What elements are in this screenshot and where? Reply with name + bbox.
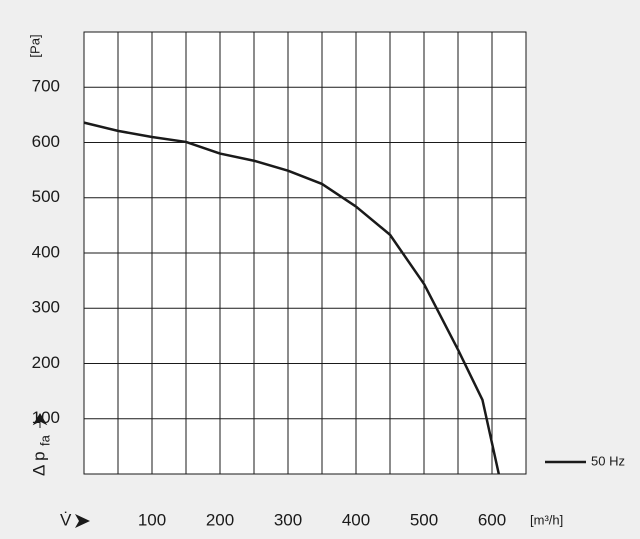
x-unit: [m³/h] xyxy=(530,512,563,527)
y-tick-label: 700 xyxy=(32,77,60,96)
x-label: V̇ xyxy=(60,510,72,529)
x-tick-label: 600 xyxy=(478,510,506,529)
y-label: Δ p xyxy=(29,451,48,476)
y-arrow xyxy=(32,413,48,428)
data-line xyxy=(83,121,501,475)
y-label-group: Δ p fa xyxy=(29,413,52,476)
y-tick-label: 300 xyxy=(32,298,60,317)
x-tick-label: 200 xyxy=(206,510,234,529)
x-arrow xyxy=(75,514,90,528)
y-tick-label: 500 xyxy=(32,187,60,206)
y-unit: [Pa] xyxy=(27,34,42,57)
y-tick-label: 100 xyxy=(32,408,60,427)
y-tick-label: 200 xyxy=(32,353,60,372)
x-tick-label: 100 xyxy=(138,510,166,529)
x-tick-label: 500 xyxy=(410,510,438,529)
y-tick-label: 400 xyxy=(32,242,60,261)
y-tick-label: 600 xyxy=(32,132,60,151)
legend-label: 50 Hz xyxy=(591,453,625,468)
x-tick-label: 300 xyxy=(274,510,302,529)
x-tick-label: 400 xyxy=(342,510,370,529)
y-label-sub: fa xyxy=(37,434,52,446)
